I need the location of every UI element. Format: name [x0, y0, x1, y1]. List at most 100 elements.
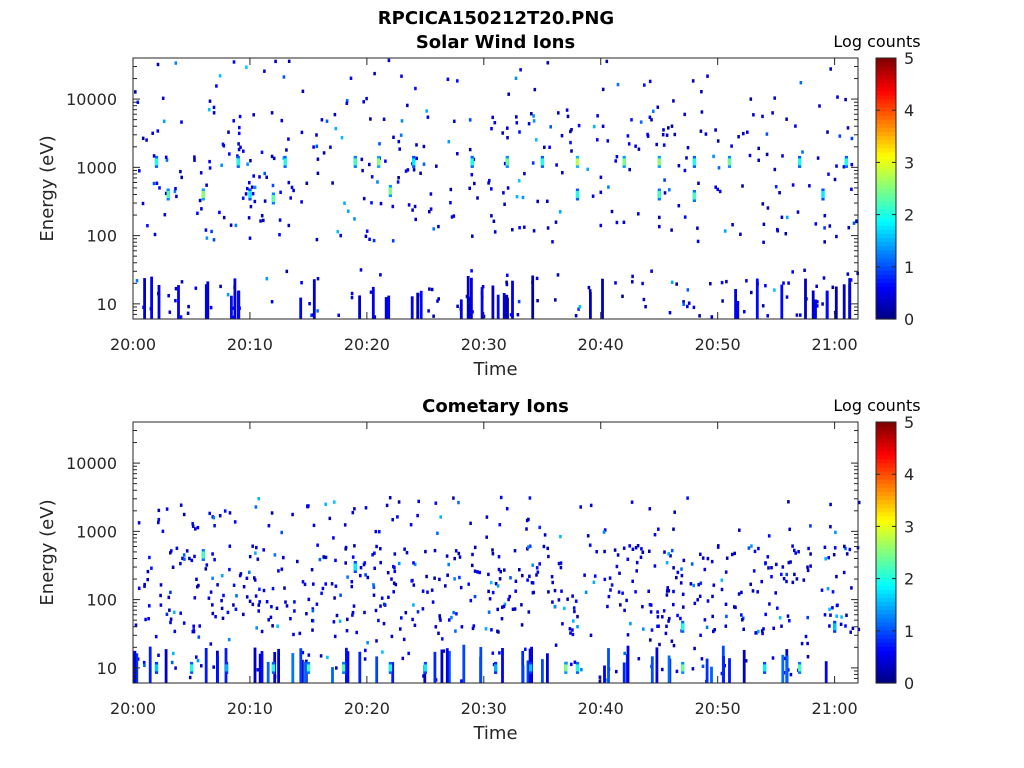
cometary-count-cell: [374, 529, 378, 534]
colorbar-step: [876, 523, 896, 529]
cometary-count-cell: [293, 609, 296, 613]
cometary-count-cell: [829, 502, 832, 507]
cometary-count-cell: [787, 500, 790, 504]
cometary-count-cell: [835, 574, 838, 579]
cometary-count-cell: [321, 586, 325, 591]
solar-wind-count-cell: [606, 139, 610, 143]
solar-wind-count-cell: [452, 214, 456, 218]
cometary-count-cell: [701, 556, 705, 560]
cometary-count-cell: [438, 616, 442, 621]
cometary-count-cell: [270, 511, 274, 515]
solar-wind-count-cell: [616, 82, 620, 87]
solar-wind-count-cell: [174, 187, 177, 191]
colorbar-step: [876, 483, 896, 488]
solar-wind-count-cell: [835, 164, 838, 168]
cometary-count-cell: [307, 504, 310, 508]
solar-wind-count-cell: [578, 305, 582, 309]
solar-wind-count-cell: [569, 140, 572, 145]
cometary-count-cell: [560, 589, 563, 593]
cometary-count-cell: [305, 612, 308, 616]
cometary-count-cell: [527, 517, 530, 522]
solar-wind-count-cell: [212, 105, 216, 110]
cometary-count-cell: [345, 629, 349, 633]
cometary-count-cell: [218, 514, 222, 518]
cometary-count-cell: [615, 669, 618, 674]
solar-wind-count-cell: [642, 297, 646, 302]
colorbar-step: [876, 426, 896, 431]
colorbar-step: [876, 111, 896, 116]
cometary-count-cell: [653, 564, 657, 568]
cometary-count-cell: [265, 600, 269, 604]
solar-wind-count-cell: [716, 187, 719, 192]
cometary-count-cell: [530, 581, 534, 585]
solar-wind-streak: [143, 278, 146, 319]
solar-wind-count-cell: [316, 309, 319, 313]
solar-wind-count-cell: [193, 158, 196, 162]
cometary-burst: [271, 664, 275, 672]
solar-wind-count-cell: [468, 118, 472, 122]
cometary-count-cell: [592, 580, 596, 584]
solar-wind-count-cell: [535, 276, 539, 281]
solar-wind-count-cell: [670, 280, 674, 284]
cometary-count-cell: [666, 586, 669, 590]
cometary-count-cell: [755, 631, 758, 635]
colorbar-step: [876, 237, 896, 243]
solar-wind-count-cell: [610, 209, 614, 214]
solar-wind-count-cell: [828, 224, 832, 228]
cometary-count-cell: [691, 667, 695, 671]
cometary-count-cell: [561, 622, 564, 626]
cometary-burst: [190, 664, 194, 672]
solar-wind-count-cell: [511, 228, 514, 232]
cometary-streak: [258, 653, 262, 683]
cometary-count-cell: [712, 629, 715, 634]
cometary-count-cell: [573, 660, 577, 664]
cometary-count-cell: [301, 650, 305, 655]
solar-wind-count-cell: [761, 304, 765, 308]
solar-wind-count-cell: [530, 112, 533, 116]
solar-wind-count-cell: [193, 155, 196, 159]
colorbar-step: [876, 159, 896, 165]
solar-wind-streak: [780, 284, 784, 319]
solar-wind-burst: [377, 158, 381, 166]
cometary-count-cell: [291, 512, 294, 517]
solar-wind-count-cell: [712, 154, 715, 159]
solar-wind-count-cell: [174, 299, 177, 303]
cometary-count-cell: [412, 583, 416, 587]
colorbar-step: [876, 90, 896, 96]
cometary-count-cell: [699, 552, 702, 556]
solar-wind-count-cell: [212, 238, 216, 242]
cometary-count-cell: [676, 613, 679, 618]
colorbar-step: [876, 487, 896, 492]
solar-wind-count-cell: [560, 134, 564, 138]
cometary-count-cell: [192, 624, 195, 628]
cometary-count-cell: [438, 577, 441, 582]
cometary-count-cell: [831, 590, 835, 594]
solar-wind-count-cell: [675, 282, 678, 286]
cometary-count-cell: [619, 603, 622, 607]
solar-wind-count-cell: [709, 282, 712, 286]
colorbar-step: [876, 466, 896, 472]
solar-wind-count-cell: [601, 87, 605, 92]
cometary-count-cell: [174, 666, 177, 670]
solar-wind-streak: [601, 278, 604, 319]
cometary-count-cell: [447, 562, 450, 567]
cometary-count-cell: [258, 600, 261, 604]
solar-wind-count-cell: [652, 109, 655, 113]
colorbar-step: [876, 650, 896, 656]
cometary-streak: [260, 651, 264, 683]
cometary-count-cell: [672, 589, 675, 594]
cometary-count-cell: [253, 578, 257, 582]
cometary-count-cell: [793, 548, 796, 553]
solar-wind-count-cell: [757, 146, 760, 151]
cometary-count-cell: [333, 596, 336, 600]
cometary-count-cell: [476, 570, 479, 574]
solar-wind-streak: [204, 284, 208, 319]
solar-wind-count-cell: [428, 287, 431, 291]
cometary-count-cell: [649, 610, 653, 614]
cometary-count-cell: [672, 566, 675, 570]
solar-wind-count-cell: [517, 179, 521, 183]
solar-wind-count-cell: [801, 150, 804, 154]
solar-wind-count-cell: [745, 279, 748, 283]
cometary-count-cell: [198, 624, 201, 628]
solar-wind-count-cell: [279, 190, 282, 194]
